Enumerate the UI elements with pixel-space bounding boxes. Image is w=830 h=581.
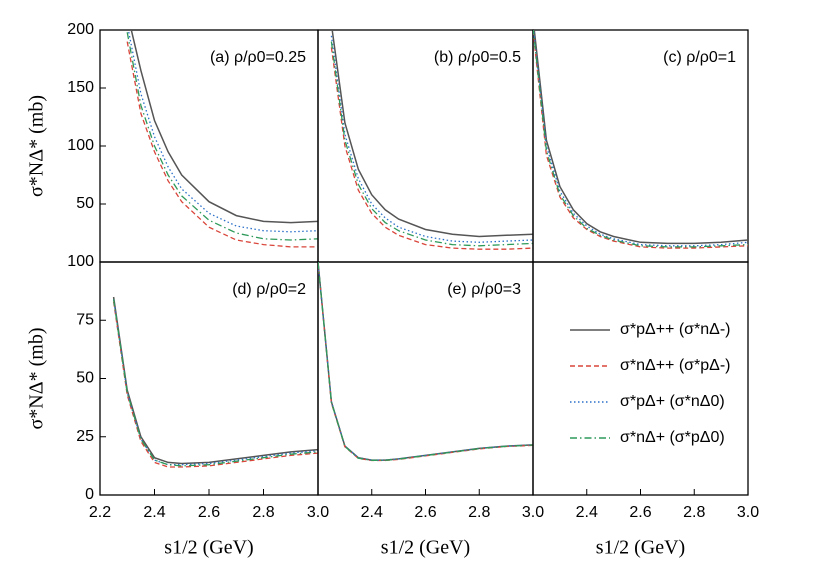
- plot-area: [330, 30, 533, 250]
- x-tick-label: 2.4: [143, 504, 165, 521]
- y-tick-label: 75: [76, 311, 94, 328]
- series-line: [533, 30, 748, 247]
- y-tick-label: 0: [85, 486, 94, 503]
- series-line: [533, 30, 748, 245]
- x-tick-label: 3.0: [522, 504, 544, 521]
- series-line: [318, 262, 533, 461]
- series-line: [126, 41, 318, 248]
- legend-label: σ*nΔ++ (σ*pΔ-): [620, 357, 731, 374]
- y-tick-label: 200: [67, 21, 94, 38]
- series-line: [330, 41, 533, 247]
- panel-title: (d) ρ/ρ0=2: [232, 281, 306, 298]
- x-axis-label: s1/2 (GeV): [596, 537, 685, 559]
- x-tick-label: 2.6: [414, 504, 436, 521]
- series-line: [130, 30, 318, 224]
- y-tick-label: 50: [76, 370, 94, 387]
- series-line: [331, 30, 533, 238]
- panel-title: (e) ρ/ρ0=3: [447, 281, 521, 298]
- panel-title: (a) ρ/ρ0=0.25: [210, 49, 306, 66]
- series-line: [330, 35, 533, 243]
- legend-label: σ*pΔ+ (σ*nΔ0): [620, 393, 725, 410]
- x-tick-label: 2.6: [198, 504, 220, 521]
- x-tick-label: 2.8: [468, 504, 490, 521]
- plot-area: [318, 262, 533, 462]
- series-line: [533, 30, 748, 249]
- panel-title: (c) ρ/ρ0=1: [663, 49, 736, 66]
- y-axis-label: σ*NΔ* (mb): [26, 95, 48, 197]
- legend-label: σ*nΔ+ (σ*pΔ0): [620, 429, 725, 446]
- series-line: [330, 47, 533, 250]
- x-tick-label: 2.2: [89, 504, 111, 521]
- x-axis-label: s1/2 (GeV): [381, 537, 470, 559]
- series-line: [127, 30, 318, 233]
- y-axis-label: σ*NΔ* (mb): [26, 328, 48, 430]
- x-tick-label: 2.4: [576, 504, 598, 521]
- x-tick-label: 2.8: [683, 504, 705, 521]
- x-tick-label: 3.0: [737, 504, 759, 521]
- y-tick-label: 50: [76, 195, 94, 212]
- panel-frame: [532, 261, 749, 496]
- series-line: [126, 32, 318, 241]
- y-tick-label: 100: [67, 253, 94, 270]
- x-tick-label: 2.4: [361, 504, 383, 521]
- plot-area: [126, 30, 318, 248]
- series-line: [112, 299, 318, 466]
- series-line: [112, 301, 318, 468]
- y-tick-label: 100: [67, 137, 94, 154]
- x-axis-label: s1/2 (GeV): [164, 537, 253, 559]
- y-tick-label: 25: [76, 428, 94, 445]
- x-tick-label: 2.6: [629, 504, 651, 521]
- legend-label: σ*pΔ++ (σ*nΔ-): [620, 321, 731, 338]
- series-line: [112, 296, 318, 465]
- plot-area: [112, 296, 318, 468]
- x-tick-label: 3.0: [307, 504, 329, 521]
- panel-title: (b) ρ/ρ0=0.5: [434, 49, 521, 66]
- plot-area: [533, 30, 748, 249]
- series-line: [112, 299, 318, 467]
- series-line: [533, 30, 748, 248]
- x-tick-label: 2.8: [252, 504, 274, 521]
- y-tick-label: 150: [67, 79, 94, 96]
